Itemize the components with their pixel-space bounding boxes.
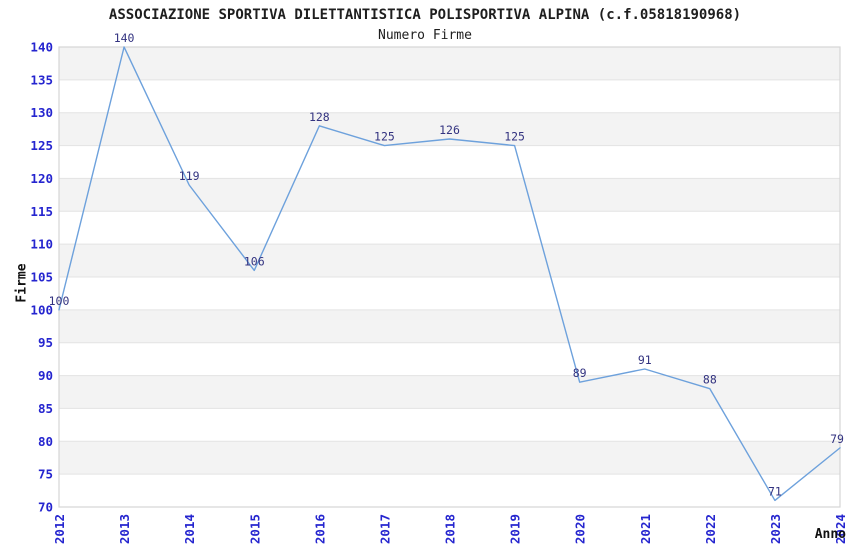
grid-band: [59, 375, 840, 409]
point-label: 100: [49, 294, 70, 308]
grid-band: [59, 441, 840, 475]
point-label: 89: [573, 366, 587, 380]
y-tick-label: 120: [30, 171, 53, 186]
point-label: 126: [439, 123, 460, 137]
chart-title: ASSOCIAZIONE SPORTIVA DILETTANTISTICA PO…: [108, 7, 742, 23]
y-tick-label: 125: [30, 138, 53, 153]
point-label: 91: [638, 353, 652, 367]
point-label: 88: [703, 373, 717, 387]
x-tick-label: 2013: [117, 514, 132, 544]
point-label: 71: [768, 484, 782, 498]
x-tick-label: 2014: [182, 514, 197, 544]
point-label: 140: [114, 31, 135, 45]
y-tick-label: 95: [38, 335, 53, 350]
point-label: 125: [504, 130, 525, 144]
point-label: 125: [374, 130, 395, 144]
y-tick-label: 140: [30, 40, 53, 55]
grid-band: [59, 309, 840, 343]
y-tick-label: 70: [38, 500, 53, 515]
grid-band: [59, 178, 840, 212]
y-tick-label: 85: [38, 401, 53, 416]
y-tick-label: 105: [30, 270, 53, 285]
chart-subtitle: Numero Firme: [378, 28, 472, 43]
y-tick-label: 115: [30, 204, 53, 219]
plot-border: [58, 46, 841, 508]
y-tick-label: 100: [30, 302, 53, 317]
x-tick-label: 2022: [703, 514, 718, 544]
y-tick-label: 130: [30, 105, 53, 120]
x-tick-label: 2021: [638, 514, 653, 544]
point-label: 106: [244, 254, 265, 268]
x-tick-label: 2017: [377, 514, 392, 544]
x-tick-label: 2024: [833, 514, 848, 544]
x-axis-title: Anno: [814, 527, 846, 542]
x-tick-label: 2012: [52, 514, 67, 544]
x-tick-label: 2018: [443, 514, 458, 544]
x-tick-label: 2015: [247, 514, 262, 544]
x-tick-label: 2020: [573, 514, 588, 544]
point-label: 128: [309, 110, 330, 124]
y-tick-label: 80: [38, 434, 53, 449]
grid-band: [59, 47, 840, 80]
y-tick-label: 75: [38, 467, 53, 482]
point-label: 79: [830, 432, 844, 446]
x-tick-label: 2016: [312, 514, 327, 544]
grid-band: [59, 112, 840, 146]
x-tick-label: 2019: [508, 514, 523, 544]
y-tick-label: 135: [30, 72, 53, 87]
x-tick-label: 2023: [768, 514, 783, 544]
y-tick-label: 90: [38, 368, 53, 383]
y-axis-title: Firme: [14, 263, 30, 303]
point-label: 119: [179, 169, 200, 183]
grid-band: [59, 244, 840, 277]
series-line: [58, 46, 841, 502]
y-tick-label: 110: [30, 237, 53, 252]
